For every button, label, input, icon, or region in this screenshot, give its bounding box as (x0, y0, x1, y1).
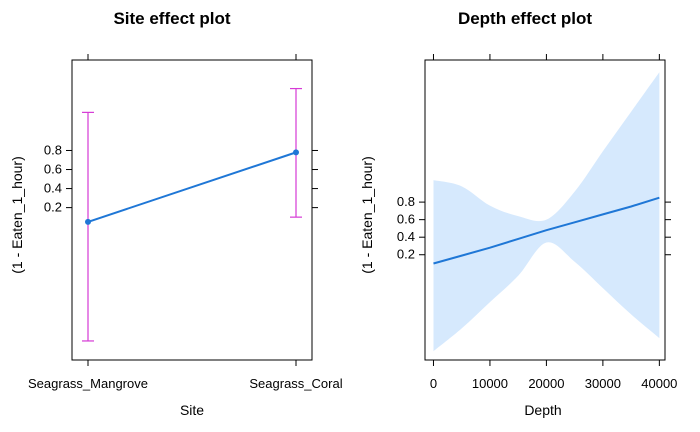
site-plot-area (82, 87, 302, 342)
depth-y-ticks: 0.2 0.4 0.6 0.8 (397, 194, 671, 262)
y-tick-label: 0.6 (44, 162, 62, 177)
depth-effect-panel: Depth effect plot Depth (1 - Eaten_1_hou… (359, 9, 677, 418)
depth-x-ticks: 0 10000 20000 30000 40000 (430, 54, 677, 391)
effect-line (87, 151, 297, 223)
depth-x-axis-label: Depth (524, 402, 561, 418)
x-tick-label: 20000 (528, 376, 564, 391)
site-x-ticks: Seagrass_Mangrove Seagrass_Coral (28, 54, 343, 391)
y-tick-label: 0.8 (397, 194, 415, 209)
x-tick-label: 30000 (585, 376, 621, 391)
depth-y-axis-label: (1 - Eaten_1_hour) (359, 156, 375, 274)
x-tick-label: 10000 (472, 376, 508, 391)
depth-plot-frame (424, 59, 666, 361)
y-tick-label: 0.8 (44, 142, 62, 157)
site-plot-frame (71, 59, 313, 361)
x-tick-label: Seagrass_Coral (249, 376, 342, 391)
error-bar (82, 111, 94, 342)
depth-plot-area (433, 72, 660, 352)
site-effect-panel: Site effect plot Site (1 - Eaten_1_hour)… (9, 9, 343, 418)
data-point (85, 218, 91, 225)
x-tick-label: Seagrass_Mangrove (28, 376, 148, 391)
y-tick-label: 0.2 (397, 247, 415, 262)
site-y-ticks: 0.2 0.4 0.6 0.8 (44, 142, 318, 215)
y-tick-label: 0.4 (44, 181, 62, 196)
data-point (293, 149, 299, 156)
y-tick-label: 0.2 (44, 200, 62, 215)
depth-plot-title: Depth effect plot (458, 9, 592, 28)
x-tick-label: 0 (430, 376, 437, 391)
site-x-axis-label: Site (180, 402, 204, 418)
y-tick-label: 0.6 (397, 212, 415, 227)
x-tick-label: 40000 (641, 376, 677, 391)
effect-line (433, 196, 660, 265)
site-plot-title: Site effect plot (113, 9, 230, 28)
confidence-band (433, 72, 660, 352)
site-y-axis-label: (1 - Eaten_1_hour) (9, 156, 25, 274)
y-tick-label: 0.4 (397, 229, 415, 244)
